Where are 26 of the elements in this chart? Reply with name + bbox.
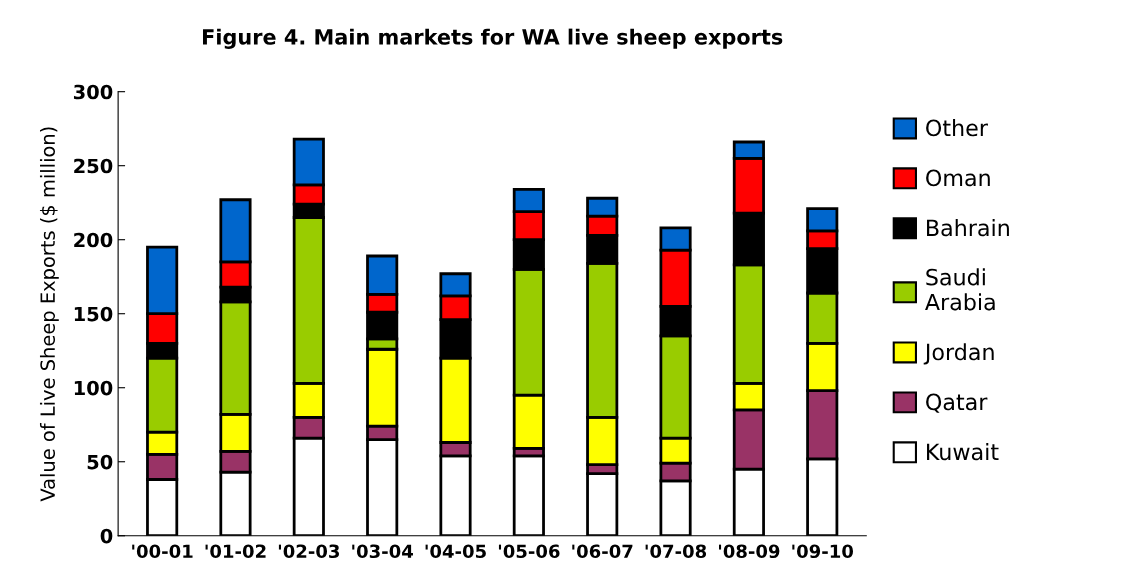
y-tick-label: 200 [74, 232, 113, 248]
x-tick-label: '00-01 [132, 544, 193, 559]
x-tick-label: '09-10 [792, 544, 854, 559]
y-tick-label: 300 [73, 84, 113, 100]
legend-label: Oman [926, 169, 990, 187]
x-tick-label: '08-09 [718, 544, 780, 559]
legend-label: Bahrain [927, 219, 1009, 237]
legend-label: Kuwait [927, 443, 999, 461]
x-tick-label: '04-05 [425, 544, 486, 559]
legend-label: Other [926, 119, 988, 137]
legend-label: Saudi Arabia [925, 268, 995, 311]
x-tick-label: '07-08 [645, 544, 707, 559]
legend-label: Qatar [926, 393, 988, 413]
x-tick-label: '05-06 [498, 544, 560, 559]
y-tick-label: 150 [74, 306, 113, 322]
y-tick-label: 0 [100, 528, 113, 544]
x-tick-label: '03-04 [352, 544, 413, 559]
y-tick-label: 100 [74, 380, 113, 396]
legend-label: Jordan [923, 343, 994, 365]
y-tick-label: 250 [74, 158, 113, 174]
x-tick-label: '06-07 [572, 544, 633, 559]
x-tick-label: '01-02 [205, 544, 266, 559]
x-tick-label: '02-03 [278, 544, 340, 559]
y-axis-title: Value of Live Sheep Exports ($ million) [39, 127, 59, 502]
y-tick-label: 50 [87, 454, 113, 470]
chart-title: Figure 4. Main markets for WA live sheep exports [203, 28, 783, 49]
